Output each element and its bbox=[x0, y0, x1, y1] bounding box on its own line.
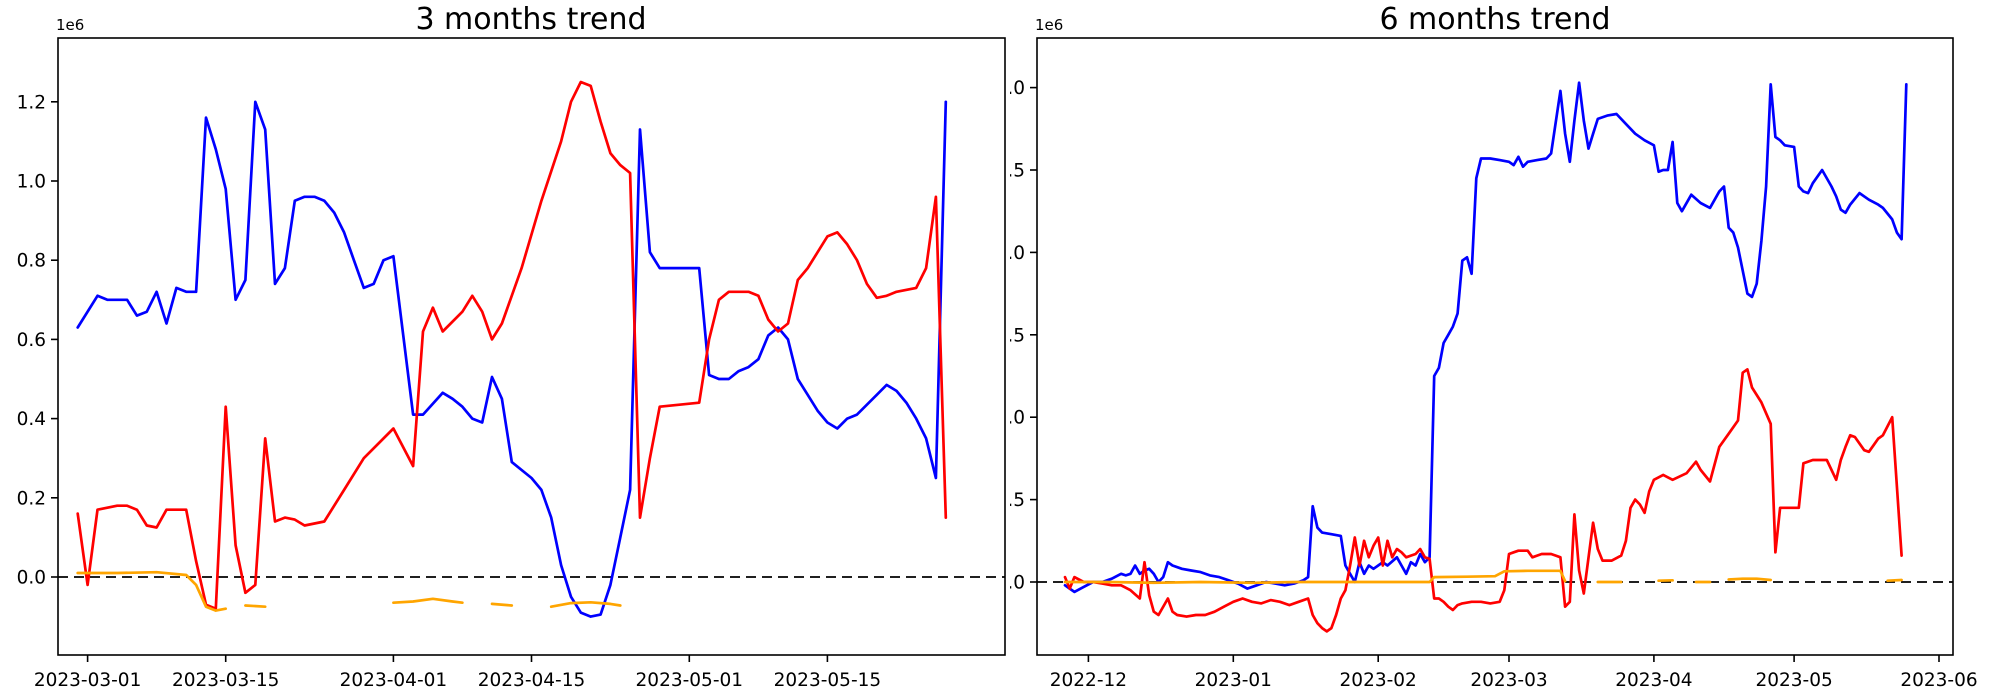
y-tick-label: 0.0 bbox=[1010, 572, 1025, 593]
y-tick-label: 1.0 bbox=[1010, 408, 1025, 429]
x-tick-label: 2023-01 bbox=[1195, 670, 1272, 691]
y-tick-label: 0.0 bbox=[17, 567, 46, 588]
series-blue-line bbox=[1063, 81, 1908, 594]
x-tick-label: 2023-03-01 bbox=[34, 670, 142, 691]
y-tick-label: 0.2 bbox=[17, 488, 46, 509]
series-orange-line bbox=[1063, 569, 1903, 585]
left-chart-title: 3 months trend bbox=[415, 2, 647, 37]
plot-border bbox=[57, 37, 1006, 656]
y-tick-label: 1.0 bbox=[17, 171, 46, 192]
y-axis-offset-label: 1e6 bbox=[56, 16, 84, 34]
y-tick-label: 1.2 bbox=[17, 92, 46, 113]
x-tick-label: 2023-03 bbox=[1470, 670, 1547, 691]
x-tick-label: 2023-04-15 bbox=[478, 670, 586, 691]
series-red-line bbox=[76, 80, 948, 611]
x-tick-label: 2023-04-01 bbox=[340, 670, 448, 691]
x-tick-label: 2023-05-01 bbox=[636, 670, 744, 691]
x-tick-label: 2022-12 bbox=[1050, 670, 1127, 691]
y-tick-label: 0.5 bbox=[1010, 490, 1025, 511]
x-tick-label: 2023-03-15 bbox=[172, 670, 280, 691]
left-chart-canvas: 0.0 0.2 0.4 0.6 0.8 1.0 1.2 2023-03-01 2023-03-1… bbox=[17, 16, 1006, 691]
y-tick-label: 2.0 bbox=[1010, 243, 1025, 264]
right-chart-title: 6 months trend bbox=[1379, 2, 1611, 37]
series-orange-line bbox=[76, 570, 622, 612]
y-tick-label: 0.4 bbox=[17, 409, 46, 430]
x-tick-label: 2023-04 bbox=[1615, 670, 1692, 691]
y-tick-label: 1.5 bbox=[1010, 325, 1025, 346]
y-tick-label: 0.6 bbox=[17, 330, 46, 351]
right-chart-canvas: 0.0 0.5 1.0 1.5 2.0 2.5 3.0 2022-12 2023-01 2023-… bbox=[1010, 16, 1978, 691]
series-red-line bbox=[1063, 368, 1903, 633]
y-tick-label: 2.5 bbox=[1010, 161, 1025, 182]
x-tick-label: 2023-05-15 bbox=[774, 670, 882, 691]
x-tick-label: 2023-06 bbox=[1900, 670, 1977, 691]
x-tick-label: 2023-05 bbox=[1755, 670, 1832, 691]
x-tick-label: 2023-02 bbox=[1340, 670, 1417, 691]
plot-border bbox=[1036, 37, 1954, 656]
y-tick-label: 3.0 bbox=[1010, 78, 1025, 99]
series-blue-line bbox=[76, 100, 948, 618]
y-axis-offset-label: 1e6 bbox=[1035, 16, 1063, 34]
y-tick-label: 0.8 bbox=[17, 251, 46, 272]
